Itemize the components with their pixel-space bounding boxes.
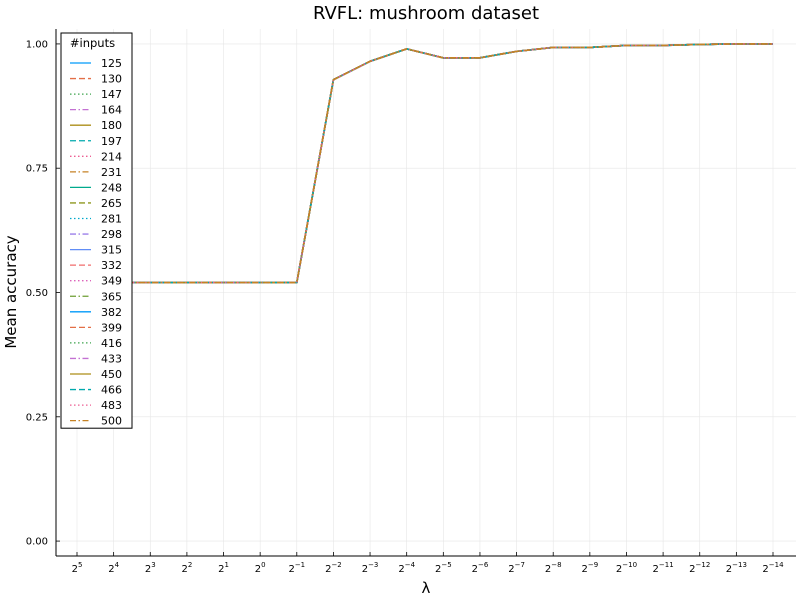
legend-entry: 164 — [101, 104, 122, 117]
series-line-500 — [77, 43, 773, 284]
series-line-450 — [77, 43, 773, 284]
legend-entry: 399 — [101, 321, 122, 334]
y-tick-label: 0.25 — [26, 412, 48, 423]
legend-entry: 315 — [101, 244, 122, 257]
x-tick-label: 2−14 — [762, 561, 784, 575]
x-tick-label: 2−10 — [616, 561, 637, 575]
series-line-416 — [77, 43, 773, 284]
x-tick-label: 2−6 — [472, 561, 489, 575]
legend-entry: 416 — [101, 337, 122, 350]
x-tick-label: 2−5 — [435, 561, 452, 575]
y-tick-label: 0.00 — [26, 537, 48, 548]
x-tick-label: 2−4 — [398, 561, 415, 575]
x-tick-label: 2−11 — [653, 561, 674, 575]
series-line-265 — [77, 43, 773, 284]
series-line-164 — [77, 43, 773, 284]
legend-entry: 147 — [101, 88, 122, 101]
legend-entry: 349 — [101, 275, 122, 288]
series-lines — [77, 43, 773, 284]
legend-entry: 433 — [101, 352, 122, 365]
legend: #inputs 125 130 147 164 180 197 214 231 248 265 281… — [60, 32, 133, 429]
y-tick-label: 1.00 — [26, 39, 48, 50]
x-tick-label: 2−1 — [288, 561, 305, 575]
legend-entry: 332 — [101, 259, 122, 272]
legend-entry: 281 — [101, 213, 122, 226]
series-line-214 — [77, 43, 773, 284]
legend-entry: 214 — [101, 150, 122, 163]
legend-entry: 265 — [101, 197, 122, 210]
x-ticks: 25 24 23 22 21 20 2−1 2−2 2−3 2−4 2−5 2−6 2−7 2−8 2−9 2… — [72, 552, 784, 575]
legend-entry: 125 — [101, 57, 122, 70]
series-line-399 — [77, 43, 773, 284]
x-tick-label: 22 — [181, 561, 192, 575]
x-tick-label: 24 — [108, 561, 119, 575]
x-tick-label: 23 — [145, 561, 156, 575]
grid — [56, 29, 796, 556]
x-tick-label: 2−2 — [325, 561, 342, 575]
series-line-130 — [77, 43, 773, 284]
legend-box — [60, 32, 133, 429]
legend-entry: 248 — [101, 181, 122, 194]
x-tick-label: 25 — [72, 561, 83, 575]
x-tick-label: 2−13 — [726, 561, 747, 575]
series-line-315 — [77, 43, 773, 284]
legend-entry: 466 — [101, 384, 122, 397]
series-line-147 — [77, 43, 773, 284]
series-line-125 — [77, 43, 773, 284]
series-line-349 — [77, 43, 773, 284]
y-axis-label: Mean accuracy — [2, 235, 20, 348]
legend-entry: 483 — [101, 399, 122, 412]
series-line-281 — [77, 43, 773, 284]
y-tick-label: 0.50 — [26, 288, 48, 299]
series-line-466 — [77, 43, 773, 284]
series-line-298 — [77, 43, 773, 284]
x-tick-label: 21 — [218, 561, 229, 575]
x-tick-label: 2−9 — [581, 561, 598, 575]
legend-entry: 298 — [101, 228, 122, 241]
x-axis-label: λ — [422, 579, 431, 597]
legend-entry: 180 — [101, 119, 122, 132]
series-line-433 — [77, 43, 773, 284]
series-line-180 — [77, 43, 773, 284]
x-tick-label: 2−3 — [362, 561, 379, 575]
x-tick-label: 2−7 — [508, 561, 525, 575]
series-line-365 — [77, 43, 773, 284]
y-tick-label: 0.75 — [26, 164, 48, 175]
legend-title: #inputs — [70, 36, 115, 50]
y-ticks: 0.00 0.25 0.50 0.75 1.00 — [26, 39, 60, 548]
x-tick-label: 2−12 — [689, 561, 710, 575]
legend-entry: 365 — [101, 290, 122, 303]
legend-entry: 197 — [101, 135, 122, 148]
chart-title: RVFL: mushroom dataset — [313, 3, 539, 24]
legend-entry: 130 — [101, 73, 122, 86]
legend-entry: 500 — [101, 415, 122, 428]
legend-entry: 450 — [101, 368, 122, 381]
series-line-483 — [77, 43, 773, 284]
x-tick-label: 20 — [255, 561, 266, 575]
series-line-382 — [77, 43, 773, 284]
series-line-248 — [77, 43, 773, 284]
legend-entry: 382 — [101, 306, 122, 319]
series-line-197 — [77, 43, 773, 284]
legend-entry: 231 — [101, 166, 122, 179]
series-line-231 — [77, 43, 773, 284]
series-line-332 — [77, 43, 773, 284]
x-tick-label: 2−8 — [545, 561, 562, 575]
